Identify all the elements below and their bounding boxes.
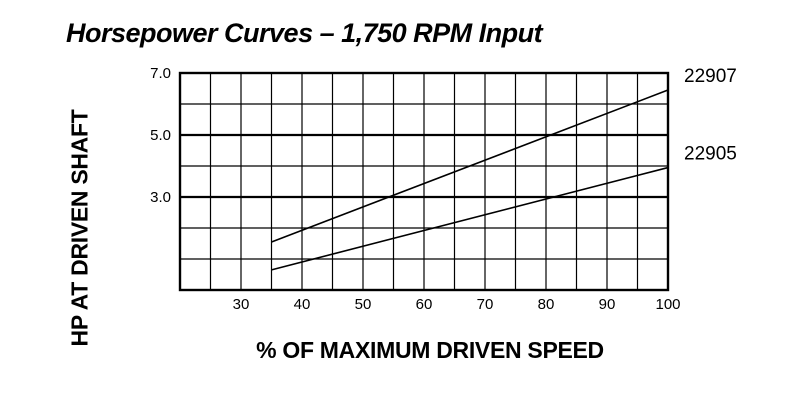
series-line-22905 xyxy=(271,166,669,271)
x-tick-label: 80 xyxy=(538,296,555,313)
plot-frame xyxy=(178,71,670,292)
x-tick-label: 40 xyxy=(294,296,311,313)
y-tick-label: 5.0 xyxy=(150,127,171,144)
x-tick-label: 100 xyxy=(655,296,680,313)
chart-title: Horsepower Curves – 1,750 RPM Input xyxy=(66,18,543,48)
series-label-22905: 22905 xyxy=(684,144,737,165)
y-tick-label: 7.0 xyxy=(150,65,171,82)
y-tick-label: 3.0 xyxy=(150,189,171,206)
x-tick-label: 70 xyxy=(477,296,494,313)
series-line-22907 xyxy=(271,89,669,243)
x-axis-label: % OF MAXIMUM DRIVEN SPEED xyxy=(256,337,604,363)
series-label-22907: 22907 xyxy=(684,66,737,87)
x-tick-label: 60 xyxy=(416,296,433,313)
x-tick-label: 90 xyxy=(599,296,616,313)
x-tick-label: 30 xyxy=(233,296,250,313)
x-tick-label: 50 xyxy=(355,296,372,313)
